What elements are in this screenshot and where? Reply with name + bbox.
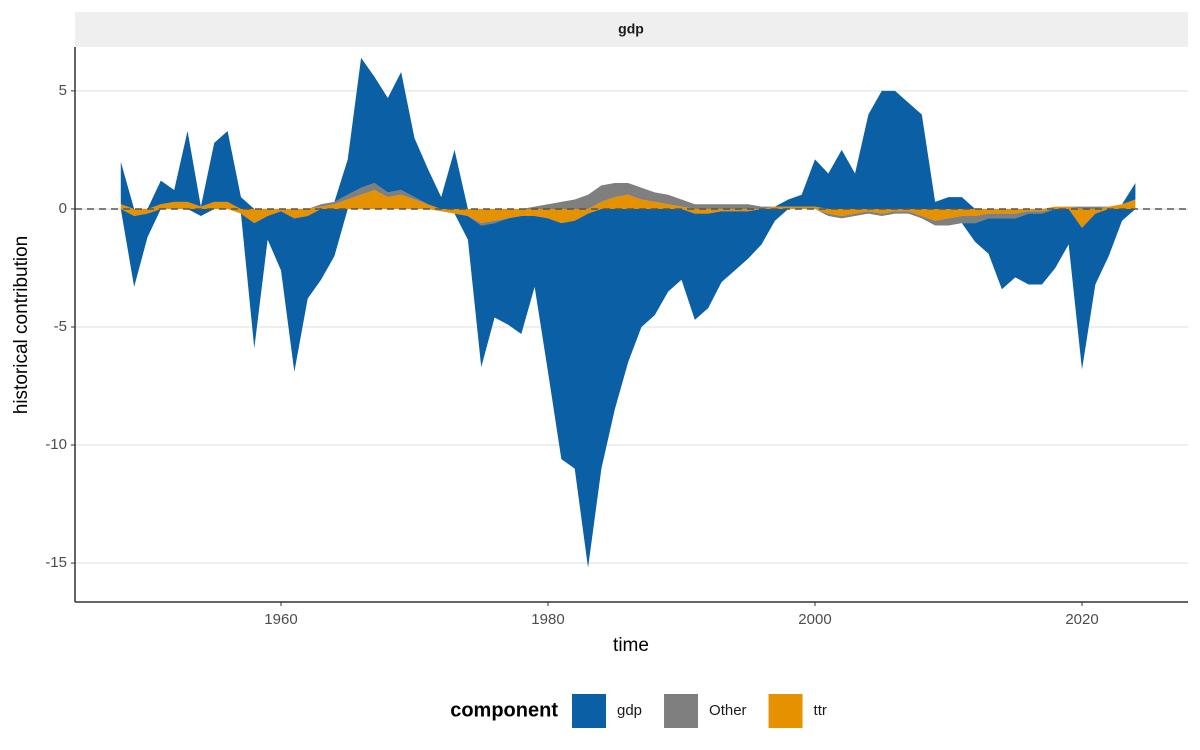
x-tick-label: 2000 bbox=[798, 611, 831, 628]
y-tick-label: -5 bbox=[54, 318, 67, 335]
legend-swatch bbox=[664, 694, 699, 728]
area bbox=[120, 182, 1136, 228]
legend-swatch bbox=[768, 694, 803, 728]
y-tick-label: 0 bbox=[59, 200, 67, 217]
area bbox=[120, 57, 1136, 568]
x-tick-label: 1960 bbox=[264, 611, 297, 628]
x-tick-label: 1980 bbox=[531, 611, 564, 628]
y-axis-label: historical contribution bbox=[11, 236, 32, 414]
legend-label: Other bbox=[709, 702, 747, 719]
facet-strip bbox=[75, 12, 1188, 47]
legend-label: ttr bbox=[814, 702, 827, 719]
legend-swatch bbox=[572, 694, 606, 728]
facet-label: gdp bbox=[618, 21, 644, 37]
x-tick-label: 2020 bbox=[1065, 611, 1098, 628]
legend-title: component bbox=[450, 699, 558, 721]
x-axis-label: time bbox=[613, 635, 649, 656]
y-tick-label: -10 bbox=[45, 436, 67, 453]
y-tick-label: -15 bbox=[45, 554, 67, 571]
legend-label: gdp bbox=[617, 702, 642, 719]
y-tick-label: 5 bbox=[59, 82, 67, 99]
